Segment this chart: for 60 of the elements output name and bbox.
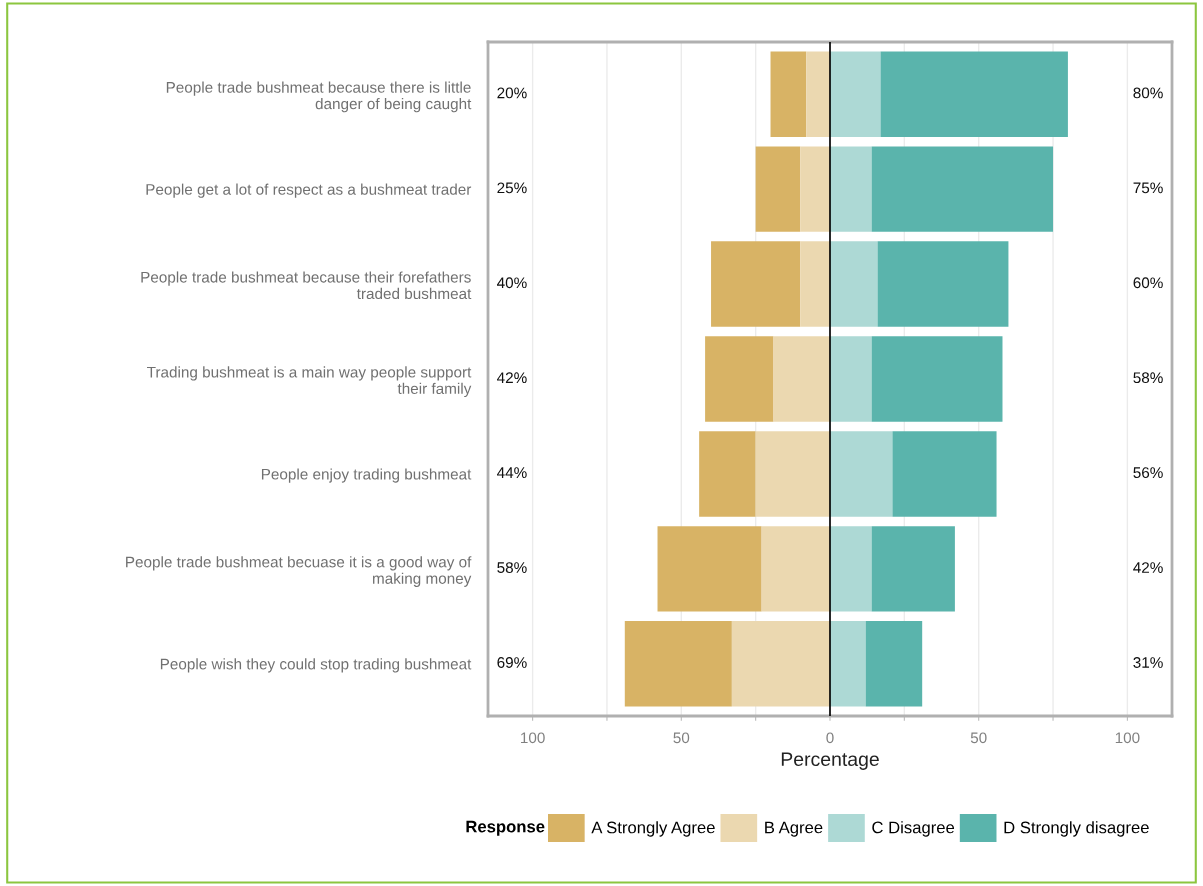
bar [731, 621, 830, 707]
bar [773, 336, 830, 422]
annotation: 44% [497, 467, 527, 478]
bar [892, 431, 997, 517]
bar [770, 51, 807, 137]
legend-label: C Disagree [872, 821, 955, 837]
annotation: 75% [1133, 182, 1163, 194]
bar [830, 621, 866, 707]
bar [755, 431, 830, 517]
x-tick-label: 100 [521, 732, 545, 744]
y-tick-label: People trade bushmeat because there is little danger of being caught [166, 81, 472, 113]
legend-label: A Strongly Agree [591, 821, 715, 837]
annotation: 56% [1133, 467, 1163, 479]
annotation: 58% [497, 562, 527, 573]
bar [699, 431, 756, 517]
annotation: 31% [1133, 657, 1163, 668]
y-tick-label: People wish they could stop trading bushmeat [160, 658, 472, 673]
annotation: 42% [497, 372, 527, 384]
y-tick-label: People get a lot of respect as a bushmeat trader [146, 183, 472, 198]
annotation: 58% [1133, 372, 1163, 384]
legend-label: D Strongly disagree [1004, 821, 1149, 837]
bar [830, 336, 872, 422]
bar [705, 336, 774, 422]
annotation: 40% [497, 277, 527, 289]
y-tick-label: People trade bushmeat becuase it is a good way of making money [126, 556, 472, 587]
bar [830, 241, 878, 327]
x-tick-label: 0 [826, 732, 834, 744]
bar [830, 526, 872, 612]
bar [871, 146, 1054, 232]
y-tick-label: People enjoy trading bushmeat [261, 468, 472, 483]
bar [761, 526, 830, 612]
bar [880, 51, 1068, 137]
bar [871, 526, 955, 612]
bar [624, 621, 732, 707]
annotation: 20% [497, 87, 527, 99]
bar [871, 336, 1003, 422]
annotation: 60% [1133, 277, 1163, 289]
bar [865, 621, 923, 707]
legend-title: Response [466, 820, 545, 836]
annotation: 69% [497, 657, 527, 668]
bar [657, 526, 762, 612]
annotation: 80% [1133, 87, 1163, 99]
y-tick-label: Trading bushmeat is a main way people support their family [147, 366, 472, 398]
bar [877, 241, 1009, 327]
x-tick-label: 100 [1115, 732, 1140, 744]
annotation: 42% [1133, 562, 1163, 573]
legend-label: B Agree [765, 821, 823, 837]
x-axis-title: Percentage [781, 752, 879, 770]
bar [755, 146, 801, 232]
bar [711, 241, 801, 327]
y-tick-label: People trade bushmeat because their forefathers traded bushmeat [141, 271, 472, 300]
bar [830, 51, 881, 137]
x-tick-label: 50 [673, 732, 690, 744]
x-tick-label: 50 [970, 732, 987, 744]
bar [830, 431, 893, 517]
bar [800, 146, 830, 232]
bar [806, 51, 830, 137]
bar [800, 241, 830, 327]
bar [830, 146, 872, 232]
annotation: 25% [497, 182, 527, 194]
